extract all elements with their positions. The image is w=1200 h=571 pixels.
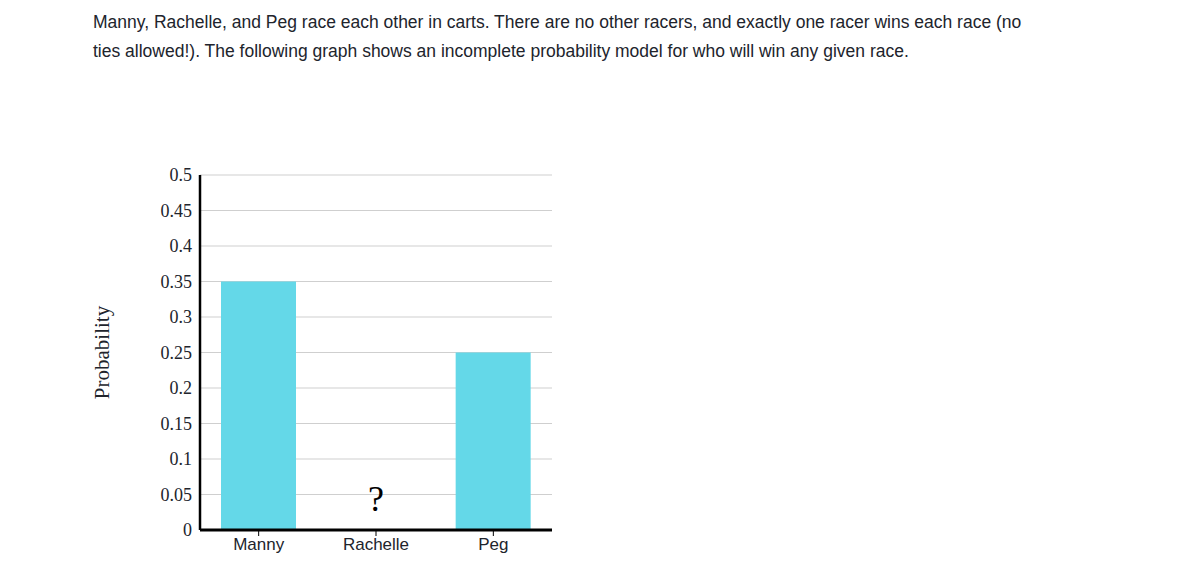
svg-text:0.2: 0.2 [170,378,193,398]
svg-text:Manny: Manny [233,535,285,554]
svg-text:Peg: Peg [478,535,508,554]
svg-text:0.45: 0.45 [161,201,193,221]
svg-text:0.4: 0.4 [170,236,193,256]
svg-text:Probability: Probability [90,305,114,399]
svg-text:0.15: 0.15 [161,414,193,434]
svg-text:0: 0 [183,520,192,540]
svg-text:Rachelle: Rachelle [343,535,409,554]
svg-text:0.25: 0.25 [161,343,193,363]
svg-text:0.1: 0.1 [170,449,193,469]
svg-text:0.35: 0.35 [161,272,193,292]
svg-text:0.5: 0.5 [170,165,193,185]
svg-text:0.05: 0.05 [161,485,193,505]
svg-text:0.3: 0.3 [170,307,193,327]
html-text:Manny, Rachelle, and Peg race: Manny, Rachelle, and Peg race each other… [93,12,1022,61]
svg-text:?: ? [368,479,384,519]
